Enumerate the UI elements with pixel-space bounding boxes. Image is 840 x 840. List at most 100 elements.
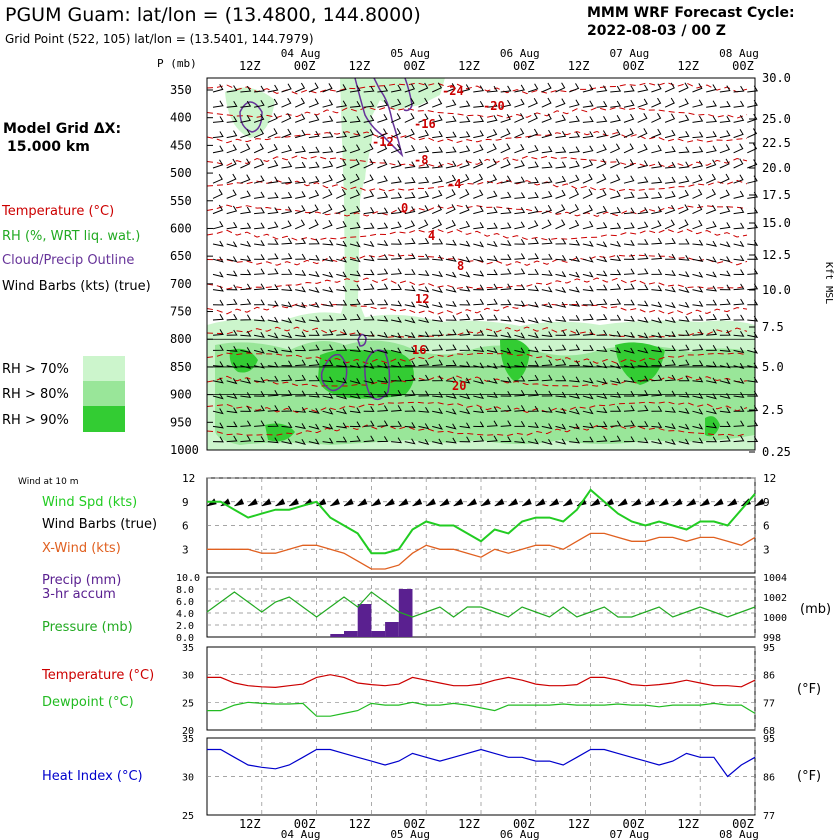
legend-rh: RH (%, WRT liq. wat.) [2, 229, 140, 244]
wind-barb [308, 114, 320, 123]
wind-barb [705, 188, 717, 199]
wind-barb [678, 316, 690, 322]
wind-barb [391, 437, 403, 444]
wind-barb [514, 160, 525, 169]
wind-barb [500, 268, 512, 275]
wind-barb [555, 359, 567, 367]
wind-barb [336, 393, 348, 400]
wind-barb [432, 114, 443, 123]
wind-barb [555, 438, 567, 445]
wind-barb [541, 302, 553, 309]
wind-barb [322, 219, 333, 230]
wind-barb [404, 145, 416, 154]
date-label-bottom: 06 Aug [500, 828, 540, 840]
precip-bar [371, 631, 386, 637]
wind-barb [733, 190, 745, 199]
wind-barb [473, 173, 484, 184]
wind-barb [308, 82, 319, 93]
surface-barb [713, 498, 724, 507]
wind-barb [541, 97, 552, 108]
wind-barb [527, 220, 539, 230]
legend-pressure: Pressure (mb) [42, 620, 133, 635]
wind-barb [295, 161, 307, 169]
wind-barb [514, 347, 526, 354]
wind-barb [322, 437, 334, 444]
wind-barb [692, 314, 704, 321]
wind-barb [445, 344, 457, 351]
wind-barb [404, 422, 416, 428]
wind-barb [596, 101, 608, 108]
wind-barb [486, 283, 498, 291]
wind-barb [527, 112, 538, 123]
wind-barb [308, 146, 320, 154]
wind-barb [555, 391, 567, 398]
wind-barb [733, 362, 745, 370]
wind-barb [308, 438, 320, 445]
wind-barb [706, 436, 718, 443]
wind-barb [719, 435, 731, 443]
wind-barb [637, 192, 649, 199]
wind-barb [336, 344, 348, 351]
wind-barb [432, 130, 443, 139]
wind-barb [390, 221, 402, 230]
wind-barb [733, 143, 744, 154]
wind-barb [459, 131, 471, 139]
isotherm [206, 424, 748, 437]
wind-barb [651, 422, 663, 428]
wind-barb [473, 144, 484, 154]
wind-barb [391, 238, 402, 245]
wind-barb [459, 204, 470, 215]
surface-barb [590, 498, 601, 507]
wind-barb [473, 329, 485, 336]
wind-barb [459, 100, 471, 108]
wind-barb [651, 128, 662, 139]
wind-barb [678, 408, 690, 415]
pressure-ytick: 1004 [763, 573, 787, 584]
wind-barb [226, 189, 237, 199]
wind-barb [267, 98, 279, 108]
precip-bar [344, 631, 358, 637]
cloud-outline-upper-column [354, 77, 404, 158]
wind-barb [267, 332, 279, 339]
wind-ytick-right: 12 [763, 472, 776, 485]
wind-barb [322, 204, 333, 215]
legend-heat-index: Heat Index (°C) [42, 769, 143, 784]
wind-barb [295, 345, 307, 352]
wind-barb [706, 314, 718, 321]
wind-barb [637, 238, 649, 245]
wind-barb [541, 406, 553, 413]
height-tick-label: 5.0 [762, 360, 784, 374]
wind-barb [445, 239, 457, 246]
wind-barb [514, 143, 525, 154]
wind-barb [240, 115, 251, 123]
wind-barb [569, 115, 580, 123]
wind-barb [363, 222, 375, 230]
wind-barb [212, 145, 224, 154]
date-label-bottom: 05 Aug [390, 828, 430, 840]
wind-barb [623, 207, 635, 215]
wind-barb [706, 393, 717, 400]
wind-barb [651, 253, 663, 260]
wind-barb [308, 271, 320, 278]
wind-barb [267, 347, 279, 354]
wind-barb [610, 85, 622, 93]
height-tick-label: 22.5 [762, 136, 791, 150]
wind-barb [596, 284, 608, 291]
wind-barb [473, 116, 485, 123]
legend-temperature: Temperature (°C) [1, 204, 114, 219]
wind-barb [226, 144, 237, 154]
wind-barb [363, 377, 375, 384]
temp-grid: 20 68 25 77 30 86 35 95 [182, 643, 775, 737]
wind-barb [569, 146, 580, 154]
wind-barb [528, 405, 539, 412]
p-tick-label: 500 [170, 166, 192, 180]
wind-barb [500, 420, 512, 427]
legend-xwind: X-Wind (kts) [42, 541, 121, 556]
time-label-top: 12Z [349, 59, 371, 73]
wind-barb [390, 160, 402, 169]
wind-barb [445, 360, 457, 367]
wind-barb [528, 389, 539, 397]
wind-barb [719, 362, 731, 369]
wind-barb [391, 84, 402, 93]
wind-barb [281, 405, 293, 412]
